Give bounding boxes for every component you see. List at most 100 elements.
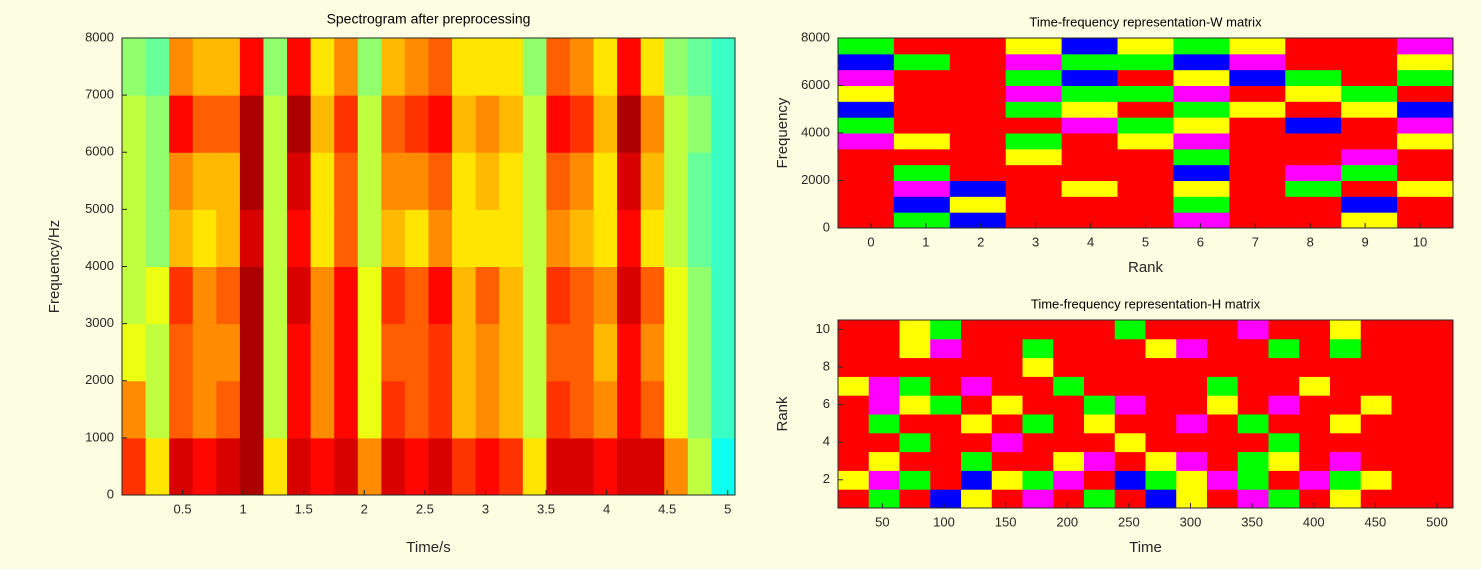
heatmap-cell <box>687 95 712 153</box>
heatmap-cell <box>1145 432 1177 453</box>
heatmap-cell <box>192 380 217 439</box>
heatmap-cell <box>664 380 689 439</box>
heatmap-cell <box>961 338 993 359</box>
heatmap-cell <box>1360 338 1392 359</box>
heatmap-cell <box>1005 212 1063 229</box>
heatmap-cell <box>357 323 382 382</box>
heatmap-cell <box>838 196 895 213</box>
heatmap-cell <box>664 38 689 96</box>
heatmap-cell <box>1022 451 1054 471</box>
heatmap-cell <box>357 437 382 496</box>
heatmap-cell <box>961 414 993 434</box>
heatmap-cell <box>310 95 335 153</box>
heatmap-cell <box>216 323 241 382</box>
heatmap-cell <box>1061 101 1119 118</box>
heatmap-cell <box>1341 212 1398 229</box>
heatmap-cell <box>1207 357 1239 377</box>
y-tick-label: 0 <box>107 486 114 501</box>
heatmap-cell <box>546 38 571 96</box>
heatmap-cell <box>1229 85 1286 102</box>
heatmap-cell <box>1005 117 1063 134</box>
heatmap-cell <box>1341 85 1398 102</box>
heatmap-cell <box>381 437 406 496</box>
heatmap-cell <box>593 95 618 153</box>
y-tick-label: 3000 <box>85 315 114 330</box>
heatmap-cell <box>930 376 962 396</box>
heatmap-cell <box>522 380 547 439</box>
heatmap-cell <box>1299 395 1331 415</box>
heatmap-cell <box>1084 414 1116 434</box>
heatmap-cell <box>1422 320 1454 340</box>
heatmap-cell <box>428 437 453 496</box>
heatmap-cell <box>1173 69 1230 86</box>
heatmap-cell <box>1299 451 1331 471</box>
heatmap-cell <box>961 451 993 471</box>
heatmap-cell <box>1061 164 1119 181</box>
heatmap-cell <box>1237 376 1269 396</box>
heatmap-cell <box>930 470 962 490</box>
x-tick-label: 0 <box>867 234 874 249</box>
heatmap-cell <box>239 152 264 210</box>
heatmap-cell <box>216 38 241 96</box>
heatmap-cell <box>1422 432 1454 453</box>
heatmap-cell <box>1145 451 1177 471</box>
heatmap-cell <box>263 95 288 153</box>
heatmap-cell <box>1229 212 1286 229</box>
heatmap-cell <box>899 414 931 434</box>
heatmap-cell <box>1173 117 1230 134</box>
heatmap-cell <box>1299 376 1331 396</box>
heatmap-cell <box>475 95 500 153</box>
heatmap-cell <box>949 196 1007 213</box>
heatmap-cell <box>1237 489 1269 509</box>
heatmap-cell <box>1397 85 1454 102</box>
heatmap-cell <box>1005 85 1063 102</box>
heatmap-cell <box>1117 53 1174 71</box>
heatmap-cell <box>452 38 477 96</box>
heatmap-cell <box>1173 164 1230 181</box>
heatmap-cell <box>145 95 170 153</box>
heatmap <box>838 38 1454 229</box>
x-tick-label: 5 <box>724 501 731 516</box>
heatmap-cell <box>1268 320 1300 340</box>
heatmap-cell <box>310 437 335 496</box>
heatmap-cell <box>930 395 962 415</box>
heatmap-cell <box>428 152 453 210</box>
heatmap-cell <box>868 395 900 415</box>
heatmap-cell <box>334 38 359 96</box>
heatmap-cell <box>1237 414 1269 434</box>
heatmap-cell <box>664 323 689 382</box>
heatmap-cell <box>1117 164 1174 181</box>
heatmap-cell <box>1341 69 1398 86</box>
x-tick-label: 3 <box>1032 234 1039 249</box>
heatmap-cell <box>1053 320 1085 340</box>
heatmap-cell <box>991 451 1023 471</box>
heatmap-cell <box>593 380 618 439</box>
heatmap-cell <box>868 414 900 434</box>
x-tick-label: 200 <box>1056 514 1078 529</box>
heatmap-cell <box>838 53 895 71</box>
heatmap-cell <box>428 209 453 267</box>
heatmap-cell <box>239 38 264 96</box>
heatmap-cell <box>838 451 870 471</box>
heatmap-cell <box>122 266 147 325</box>
heatmap-cell <box>1084 470 1116 490</box>
heatmap-cell <box>1299 320 1331 340</box>
heatmap-cell <box>949 117 1007 134</box>
heatmap-cell <box>357 152 382 210</box>
heatmap-cell <box>1084 432 1116 453</box>
heatmap-cell <box>1114 489 1146 509</box>
heatmap-cell <box>357 95 382 153</box>
heatmap-cell <box>310 323 335 382</box>
heatmap-cell <box>1207 432 1239 453</box>
heatmap-cell <box>287 38 312 96</box>
heatmap-cell <box>838 338 870 359</box>
heatmap-cell <box>930 357 962 377</box>
heatmap-cell <box>310 38 335 96</box>
heatmap-cell <box>569 380 595 439</box>
heatmap-cell <box>357 38 382 96</box>
heatmap-cell <box>1299 432 1331 453</box>
x-tick-label: 1.5 <box>295 501 313 516</box>
heatmap-cell <box>1268 432 1300 453</box>
heatmap-cell <box>1285 196 1342 213</box>
